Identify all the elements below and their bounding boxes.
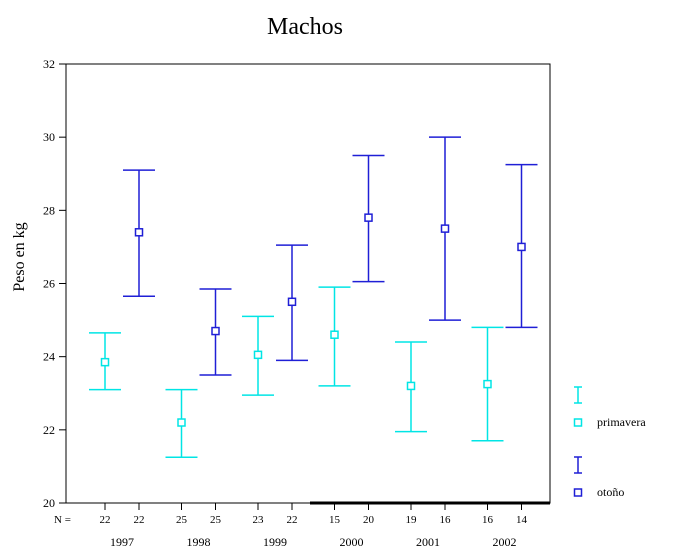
- n-value-label: 25: [210, 514, 222, 526]
- n-label: N =: [54, 514, 71, 526]
- year-label: 2002: [493, 535, 517, 547]
- mean-marker: [330, 330, 339, 339]
- mean-marker: [440, 224, 450, 233]
- n-value-label: 14: [516, 514, 528, 526]
- y-tick-label: 22: [43, 423, 55, 437]
- mean-marker: [100, 357, 110, 367]
- year-label: 1999: [263, 535, 287, 547]
- n-value-label: 20: [363, 514, 375, 526]
- n-value-label: 22: [134, 514, 145, 526]
- n-value-label: 25: [176, 514, 188, 526]
- y-axis-label: Peso en kg: [11, 222, 28, 291]
- legend-marker-icon: [573, 488, 583, 497]
- y-tick-label: 28: [43, 203, 55, 217]
- y-tick-label: 32: [43, 57, 55, 71]
- legend-marker-icon: [573, 418, 583, 427]
- mean-marker: [406, 381, 416, 391]
- chart-title: Machos: [267, 14, 343, 40]
- y-tick-label: 26: [43, 277, 55, 291]
- mean-marker: [253, 350, 263, 360]
- y-tick-label: 24: [43, 350, 55, 364]
- legend-label: otoño: [597, 485, 624, 499]
- year-label: 1998: [187, 535, 211, 547]
- y-tick-label: 30: [43, 130, 55, 144]
- y-ticks: 20 22 24 26 28 30 32: [43, 57, 66, 510]
- mean-marker: [211, 326, 220, 336]
- year-label: 1997: [110, 535, 134, 547]
- legend-label: primavera: [597, 415, 646, 429]
- n-value-label: 16: [482, 514, 494, 526]
- n-value-label: 23: [253, 514, 265, 526]
- year-label: 2000: [340, 535, 364, 547]
- mean-marker: [177, 418, 186, 427]
- mean-marker: [483, 379, 492, 389]
- x-labels: 22 25 23 15 19 16 22 25 22 20 16 14 1997 1998 1999 2000…: [100, 503, 528, 547]
- mean-marker: [517, 242, 526, 252]
- n-value-label: 19: [406, 514, 418, 526]
- legend: primavera otoño: [573, 386, 646, 499]
- mean-marker: [364, 213, 373, 222]
- mean-marker: [134, 228, 144, 237]
- n-value-label: 16: [440, 514, 452, 526]
- n-value-label: 22: [287, 514, 298, 526]
- n-value-label: 15: [329, 514, 341, 526]
- n-value-label: 22: [100, 514, 111, 526]
- y-tick-label: 20: [43, 496, 55, 510]
- mean-marker: [287, 297, 297, 307]
- errorbars: [89, 136, 538, 459]
- year-label: 2001: [416, 535, 440, 547]
